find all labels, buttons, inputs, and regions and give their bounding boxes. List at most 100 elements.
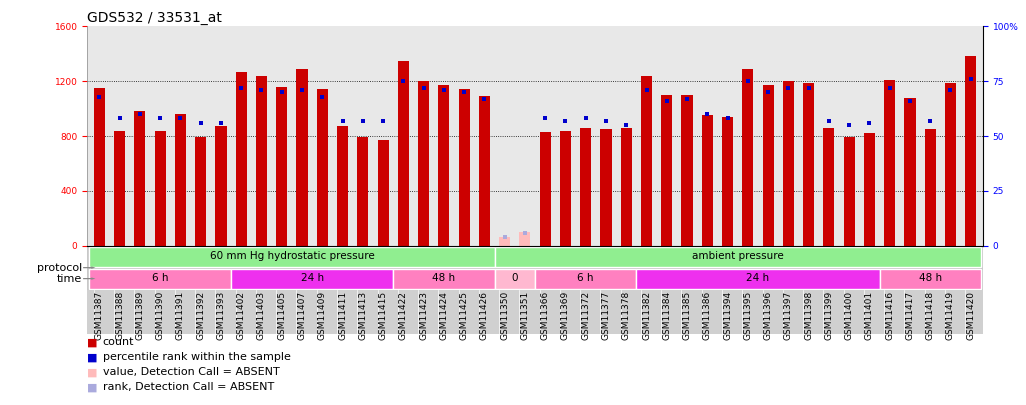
Text: GSM11416: GSM11416 bbox=[885, 291, 895, 340]
Bar bbox=[231, 269, 393, 289]
Bar bbox=[155, 130, 166, 246]
Bar bbox=[438, 85, 449, 246]
Bar bbox=[297, 69, 308, 246]
Bar bbox=[236, 72, 247, 246]
Bar bbox=[393, 269, 495, 289]
Text: GSM11392: GSM11392 bbox=[196, 291, 205, 340]
Text: GSM11382: GSM11382 bbox=[642, 291, 652, 340]
Bar bbox=[174, 114, 186, 246]
Bar bbox=[495, 247, 981, 267]
Bar bbox=[803, 83, 815, 246]
Text: ■: ■ bbox=[87, 367, 97, 377]
Text: GSM11395: GSM11395 bbox=[744, 291, 752, 340]
Text: protocol: protocol bbox=[37, 262, 82, 273]
Text: 48 h: 48 h bbox=[432, 273, 456, 283]
Text: GSM11397: GSM11397 bbox=[784, 291, 793, 340]
Bar bbox=[255, 76, 267, 246]
Text: GSM11398: GSM11398 bbox=[804, 291, 814, 340]
Text: GSM11393: GSM11393 bbox=[216, 291, 226, 340]
Text: GSM11423: GSM11423 bbox=[419, 291, 428, 340]
Text: ■: ■ bbox=[87, 352, 97, 362]
Bar bbox=[378, 140, 389, 246]
Text: GSM11387: GSM11387 bbox=[94, 291, 104, 340]
Text: 24 h: 24 h bbox=[746, 273, 770, 283]
Bar bbox=[93, 88, 105, 246]
Bar bbox=[519, 232, 530, 246]
Bar bbox=[536, 269, 636, 289]
Text: GSM11350: GSM11350 bbox=[500, 291, 509, 340]
Text: ■: ■ bbox=[87, 382, 97, 392]
Text: 48 h: 48 h bbox=[918, 273, 942, 283]
Bar bbox=[134, 111, 146, 246]
Text: GSM11351: GSM11351 bbox=[520, 291, 529, 340]
Text: GSM11399: GSM11399 bbox=[825, 291, 833, 340]
Text: GSM11394: GSM11394 bbox=[723, 291, 733, 340]
Text: GSM11390: GSM11390 bbox=[156, 291, 164, 340]
Bar bbox=[337, 126, 348, 246]
Text: GSM11409: GSM11409 bbox=[318, 291, 326, 340]
Bar bbox=[89, 247, 495, 267]
Bar bbox=[479, 96, 490, 246]
Text: percentile rank within the sample: percentile rank within the sample bbox=[103, 352, 290, 362]
Text: GSM11426: GSM11426 bbox=[480, 291, 489, 340]
Bar bbox=[499, 237, 510, 246]
Bar bbox=[636, 269, 879, 289]
Bar bbox=[742, 69, 753, 246]
Text: ■: ■ bbox=[87, 337, 97, 347]
Bar bbox=[823, 128, 834, 246]
Bar bbox=[965, 56, 977, 246]
Bar bbox=[195, 137, 206, 246]
Text: GSM11425: GSM11425 bbox=[460, 291, 469, 340]
Bar bbox=[702, 115, 713, 246]
Text: GSM11411: GSM11411 bbox=[338, 291, 347, 340]
Text: GSM11415: GSM11415 bbox=[379, 291, 388, 340]
Text: 6 h: 6 h bbox=[578, 273, 594, 283]
Bar bbox=[904, 98, 915, 246]
Bar bbox=[924, 129, 936, 246]
Text: GSM11401: GSM11401 bbox=[865, 291, 874, 340]
Text: GSM11386: GSM11386 bbox=[703, 291, 712, 340]
Text: count: count bbox=[103, 337, 134, 347]
Bar bbox=[215, 126, 227, 246]
Text: time: time bbox=[56, 274, 82, 284]
Bar bbox=[89, 269, 231, 289]
Bar bbox=[661, 95, 672, 246]
Text: 0: 0 bbox=[512, 273, 518, 283]
Text: 24 h: 24 h bbox=[301, 273, 324, 283]
Text: GSM11384: GSM11384 bbox=[662, 291, 671, 340]
Bar bbox=[783, 81, 794, 246]
Bar bbox=[276, 87, 287, 246]
Text: GSM11388: GSM11388 bbox=[115, 291, 124, 340]
Bar bbox=[495, 269, 536, 289]
Text: 60 mm Hg hydrostatic pressure: 60 mm Hg hydrostatic pressure bbox=[209, 251, 374, 261]
Bar bbox=[884, 80, 896, 246]
Text: GDS532 / 33531_at: GDS532 / 33531_at bbox=[87, 11, 222, 25]
Bar bbox=[540, 132, 551, 246]
Text: GSM11419: GSM11419 bbox=[946, 291, 955, 340]
Text: GSM11400: GSM11400 bbox=[844, 291, 854, 340]
Bar bbox=[418, 81, 429, 246]
Text: GSM11407: GSM11407 bbox=[298, 291, 307, 340]
Bar bbox=[722, 117, 734, 246]
Text: GSM11418: GSM11418 bbox=[925, 291, 935, 340]
Text: GSM11378: GSM11378 bbox=[622, 291, 631, 340]
Text: GSM11417: GSM11417 bbox=[906, 291, 914, 340]
Text: value, Detection Call = ABSENT: value, Detection Call = ABSENT bbox=[103, 367, 279, 377]
Text: GSM11422: GSM11422 bbox=[399, 291, 408, 340]
Text: GSM11369: GSM11369 bbox=[561, 291, 570, 340]
Text: GSM11396: GSM11396 bbox=[763, 291, 773, 340]
Bar bbox=[641, 76, 653, 246]
Text: GSM11424: GSM11424 bbox=[439, 291, 448, 340]
Bar bbox=[681, 95, 693, 246]
Text: GSM11402: GSM11402 bbox=[237, 291, 245, 340]
Text: GSM11391: GSM11391 bbox=[175, 291, 185, 340]
Bar bbox=[864, 133, 875, 246]
Bar bbox=[843, 137, 855, 246]
Bar bbox=[945, 83, 956, 246]
Text: GSM11403: GSM11403 bbox=[256, 291, 266, 340]
Text: GSM11405: GSM11405 bbox=[277, 291, 286, 340]
Bar bbox=[580, 128, 591, 246]
Text: GSM11366: GSM11366 bbox=[541, 291, 550, 340]
Text: 6 h: 6 h bbox=[152, 273, 168, 283]
Text: GSM11389: GSM11389 bbox=[135, 291, 145, 340]
